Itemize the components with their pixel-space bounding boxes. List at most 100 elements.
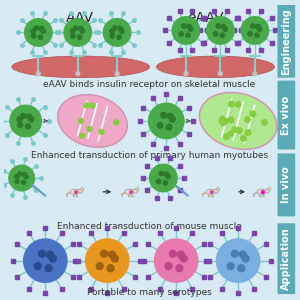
- Circle shape: [80, 29, 85, 33]
- Circle shape: [165, 262, 172, 269]
- Text: eAAV: eAAV: [188, 11, 224, 25]
- Circle shape: [217, 239, 260, 282]
- Circle shape: [79, 118, 84, 124]
- Circle shape: [9, 165, 34, 191]
- Circle shape: [117, 35, 122, 40]
- Text: Ex vivo: Ex vivo: [281, 95, 291, 135]
- Circle shape: [176, 265, 183, 272]
- Circle shape: [219, 118, 225, 123]
- FancyBboxPatch shape: [278, 81, 295, 149]
- Ellipse shape: [206, 189, 215, 194]
- Circle shape: [120, 29, 124, 33]
- Circle shape: [18, 172, 22, 176]
- Circle shape: [18, 122, 22, 128]
- Circle shape: [180, 255, 187, 262]
- Circle shape: [100, 250, 107, 257]
- Circle shape: [229, 101, 234, 107]
- Circle shape: [10, 105, 41, 137]
- Circle shape: [87, 126, 92, 131]
- Circle shape: [262, 191, 264, 194]
- Circle shape: [22, 180, 26, 184]
- Circle shape: [90, 103, 95, 108]
- FancyBboxPatch shape: [278, 223, 295, 294]
- Circle shape: [218, 72, 222, 76]
- Circle shape: [21, 113, 26, 119]
- Circle shape: [74, 26, 78, 30]
- Circle shape: [45, 265, 52, 272]
- Circle shape: [213, 32, 218, 36]
- FancyBboxPatch shape: [278, 5, 295, 78]
- Circle shape: [17, 117, 22, 122]
- Circle shape: [39, 26, 44, 31]
- Circle shape: [34, 262, 41, 269]
- Circle shape: [136, 188, 139, 191]
- Circle shape: [228, 131, 233, 137]
- Circle shape: [85, 239, 129, 282]
- Circle shape: [241, 17, 268, 44]
- Ellipse shape: [265, 189, 269, 193]
- Circle shape: [179, 32, 183, 36]
- Circle shape: [70, 29, 75, 33]
- Circle shape: [114, 120, 119, 125]
- Text: Portable to many serotypes: Portable to many serotypes: [87, 288, 212, 297]
- Text: Engineering: Engineering: [281, 8, 291, 75]
- Circle shape: [24, 175, 28, 179]
- Text: Enhanced transduction of primary human myotubes: Enhanced transduction of primary human m…: [31, 152, 268, 160]
- Circle shape: [223, 27, 227, 31]
- Circle shape: [130, 191, 132, 194]
- Circle shape: [250, 111, 256, 116]
- Text: AAV: AAV: [66, 11, 94, 25]
- Circle shape: [262, 120, 267, 125]
- Ellipse shape: [200, 92, 277, 149]
- Circle shape: [239, 251, 246, 258]
- Circle shape: [167, 113, 173, 119]
- Ellipse shape: [214, 189, 218, 193]
- Circle shape: [224, 134, 229, 140]
- Text: In vivo: In vivo: [281, 167, 291, 203]
- Circle shape: [241, 136, 246, 141]
- Circle shape: [257, 27, 262, 31]
- Circle shape: [182, 24, 186, 28]
- Circle shape: [184, 72, 188, 76]
- Circle shape: [159, 171, 164, 176]
- Circle shape: [255, 33, 259, 38]
- Circle shape: [26, 124, 31, 129]
- Circle shape: [223, 118, 228, 124]
- Circle shape: [107, 265, 114, 272]
- Circle shape: [157, 123, 163, 128]
- Circle shape: [221, 24, 226, 29]
- Circle shape: [32, 34, 36, 38]
- Circle shape: [41, 29, 45, 33]
- Circle shape: [238, 265, 245, 272]
- Circle shape: [103, 19, 131, 46]
- Circle shape: [110, 29, 114, 33]
- Circle shape: [210, 191, 213, 194]
- Circle shape: [118, 26, 122, 31]
- Circle shape: [79, 26, 83, 31]
- Circle shape: [38, 35, 43, 40]
- Circle shape: [187, 24, 191, 29]
- Circle shape: [46, 251, 53, 258]
- Circle shape: [84, 103, 89, 108]
- Circle shape: [15, 175, 19, 179]
- Circle shape: [99, 129, 104, 134]
- Circle shape: [27, 114, 32, 119]
- Circle shape: [248, 32, 252, 36]
- Circle shape: [109, 251, 116, 258]
- Circle shape: [25, 19, 52, 46]
- Circle shape: [111, 255, 118, 262]
- Circle shape: [24, 239, 67, 282]
- Circle shape: [164, 172, 169, 176]
- Circle shape: [50, 255, 56, 262]
- Circle shape: [245, 130, 251, 135]
- Circle shape: [28, 117, 34, 122]
- Circle shape: [148, 103, 184, 139]
- Circle shape: [81, 188, 84, 191]
- Circle shape: [237, 128, 242, 134]
- Circle shape: [39, 250, 46, 257]
- Circle shape: [231, 250, 238, 257]
- FancyBboxPatch shape: [278, 153, 295, 216]
- Ellipse shape: [12, 56, 150, 78]
- Circle shape: [170, 116, 175, 122]
- Circle shape: [207, 17, 234, 44]
